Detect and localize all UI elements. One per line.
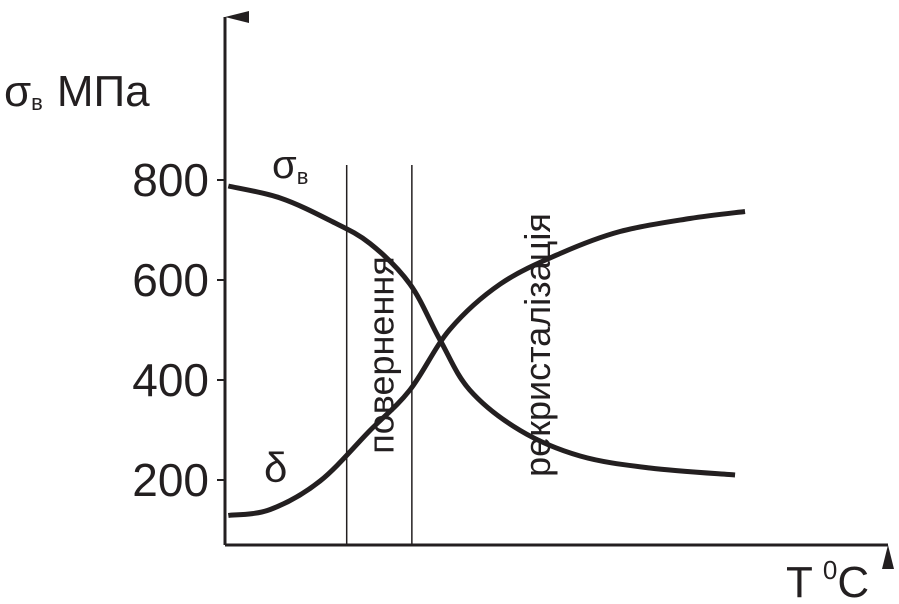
region-label: повернення <box>360 256 401 453</box>
x-axis-label: T 0C <box>786 555 869 604</box>
y-axis-label: σв МПа <box>4 67 150 116</box>
y-label-unit: МПа <box>57 67 150 116</box>
series-label: σв <box>272 143 308 189</box>
y-tick-label: 400 <box>132 354 209 406</box>
x-label-unit: C <box>837 558 869 604</box>
line-series <box>227 209 746 518</box>
y-tick-label: 800 <box>132 154 209 206</box>
series-label-symbol: σ <box>272 143 297 187</box>
y-label-subscript: в <box>31 90 43 115</box>
x-label-superscript: 0 <box>823 555 837 585</box>
series-label-subscript: в <box>297 164 309 189</box>
series-label: δ <box>264 444 287 491</box>
y-label-symbol: σ <box>4 67 31 116</box>
y-tick-label: 600 <box>132 254 209 306</box>
y-tick-label: 200 <box>132 454 209 506</box>
line-series <box>227 183 736 478</box>
x-label-symbol: T <box>786 558 813 604</box>
